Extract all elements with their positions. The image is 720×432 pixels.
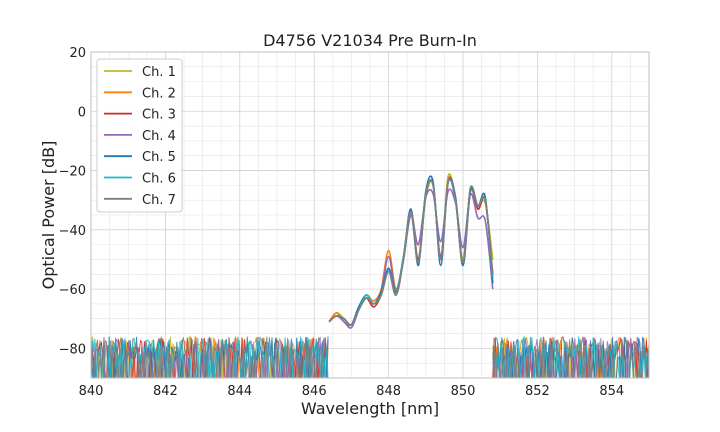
y-tick-label: −60 [59, 283, 86, 298]
x-tick-label: 840 [79, 384, 104, 399]
noise-trace [492, 335, 650, 379]
chart-title: D4756 V21034 Pre Burn-In [263, 31, 477, 50]
y-tick-label: −80 [59, 342, 86, 357]
legend-label: Ch. 7 [142, 193, 176, 208]
series-line [328, 173, 494, 326]
legend-label: Ch. 6 [142, 172, 176, 187]
y-tick-labels: 20 0 −20 −40 −60 −80 [59, 46, 86, 357]
legend-label: Ch. 3 [142, 108, 176, 123]
x-tick-label: 844 [227, 384, 252, 399]
x-axis-label: Wavelength [nm] [301, 399, 439, 418]
legend: Ch. 1 Ch. 2 Ch. 3 Ch. 4 Ch. 5 Ch. 6 Ch. 7 [96, 58, 183, 213]
legend-label: Ch. 1 [142, 65, 176, 80]
x-tick-label: 842 [153, 384, 178, 399]
x-tick-label: 848 [376, 384, 401, 399]
x-tick-label: 852 [525, 384, 550, 399]
series-line [328, 178, 494, 326]
x-tick-label: 850 [451, 384, 476, 399]
series-line [328, 175, 494, 326]
y-axis-label: Optical Power [dB] [39, 141, 58, 290]
noise-trace [90, 336, 329, 379]
grid [90, 51, 650, 379]
series-lines [328, 173, 494, 329]
x-tick-label: 846 [302, 384, 327, 399]
legend-box [96, 58, 183, 213]
y-tick-label: 0 [78, 105, 86, 120]
legend-label: Ch. 4 [142, 129, 176, 144]
legend-label: Ch. 5 [142, 150, 176, 165]
plot-frame [90, 51, 650, 379]
y-tick-label: −20 [59, 165, 86, 180]
x-tick-labels: 840 842 844 846 848 850 852 854 [79, 384, 625, 399]
y-tick-label: 20 [69, 46, 86, 61]
y-tick-label: −40 [59, 224, 86, 239]
x-tick-label: 854 [599, 384, 624, 399]
legend-label: Ch. 2 [142, 86, 176, 101]
